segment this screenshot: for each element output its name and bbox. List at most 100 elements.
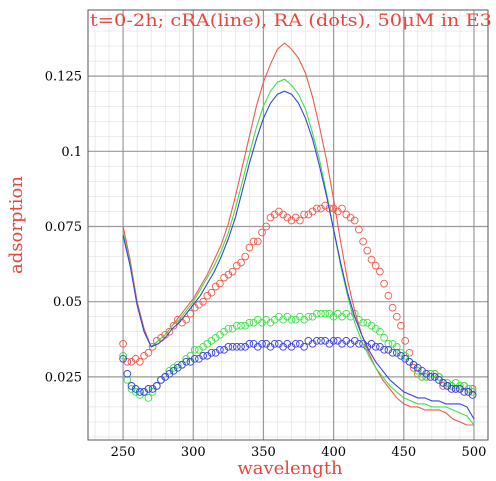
axis-ticks: 250 300 350 400 450 500 0.025 0.05 0.075 0.1 0.125 [45,70,487,460]
plot-grid [88,10,488,440]
data-point [123,376,132,384]
data-point [397,321,405,330]
data-point [317,309,325,318]
data-point [186,309,195,318]
data-point [245,339,254,348]
y-tick-label: 0.075 [45,220,82,235]
data-point [426,373,435,381]
data-point [401,351,410,360]
data-point [363,246,372,255]
data-point [355,339,363,348]
data-point [300,210,308,219]
data-point [338,204,346,213]
data-point [165,327,174,336]
data-point [304,312,313,321]
x-tick-label: 300 [181,445,206,460]
data-point [392,312,401,321]
data-point [224,324,233,333]
data-point [199,297,207,306]
data-point [312,204,321,213]
data-point [119,351,127,360]
data-point [380,345,388,354]
data-point [144,394,153,402]
data-point [216,279,224,288]
data-point [190,345,199,354]
series-line [122,78,475,426]
data-point [392,342,401,351]
data-point [136,357,144,366]
data-point [388,303,397,312]
data-point [245,243,254,252]
data-point [468,388,477,396]
data-point [317,336,325,345]
x-tick-label: 350 [251,445,276,460]
data-point [241,252,250,261]
x-axis-label: wavelength [237,458,343,479]
data-point [359,237,367,246]
data-point [413,366,422,375]
data-point [228,267,237,276]
data-point [148,342,157,351]
data-point [237,342,245,351]
data-point [312,309,321,318]
data-point [300,342,308,351]
data-point [119,339,127,348]
data-point [258,339,266,348]
data-point [401,336,410,345]
data-point [136,388,144,396]
data-point [435,373,443,381]
data-point [376,267,384,276]
data-point [182,357,191,366]
data-point [216,345,224,354]
data-point [258,228,266,237]
data-point [207,348,216,357]
data-point [451,385,460,393]
data-point [359,318,367,327]
data-point [123,369,132,378]
x-tick-label: 450 [391,445,416,460]
y-tick-label: 0.025 [45,370,82,385]
data-point [460,388,468,396]
data-point [262,222,271,231]
data-point [224,342,233,351]
data-point [152,382,161,390]
data-point [376,327,384,336]
data-point [329,336,338,345]
plot-series [119,42,477,426]
data-point [237,258,245,267]
data-point [468,391,477,399]
data-point [371,342,380,351]
data-point [312,336,321,345]
y-tick-label: 0.125 [45,70,82,85]
data-point [245,318,254,327]
data-point [182,315,191,324]
data-point [119,354,127,363]
data-point [291,339,300,348]
data-point [169,321,178,330]
series-line [122,42,474,426]
data-point [367,255,376,264]
data-point [232,342,241,351]
data-point [371,261,380,270]
data-point [287,315,296,324]
data-point [380,279,388,288]
data-point [384,339,393,348]
data-point [144,348,153,357]
series-line [122,90,475,420]
x-tick-label: 250 [111,445,136,460]
data-point [270,339,279,348]
y-tick-label: 0.05 [53,295,82,310]
data-point [207,288,216,297]
data-point [232,321,241,330]
data-point [173,360,182,369]
data-point [384,291,393,300]
data-point [199,351,207,360]
y-axis-label: adsorption [6,176,27,274]
data-point [447,385,456,393]
x-tick-label: 400 [321,445,346,460]
data-point [253,237,262,246]
data-point [321,309,330,318]
data-point [237,321,245,330]
data-point [350,216,359,225]
plot-frame [87,9,489,441]
